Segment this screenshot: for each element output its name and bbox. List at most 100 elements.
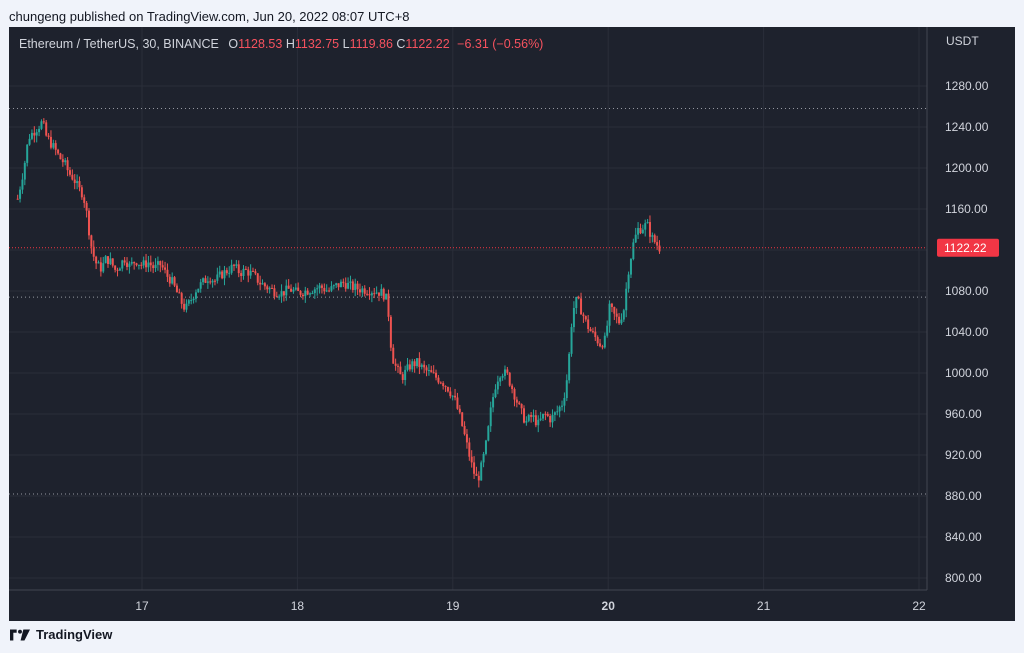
candle-body bbox=[465, 434, 468, 443]
candle-body bbox=[380, 288, 383, 296]
tradingview-logo-icon bbox=[10, 628, 30, 641]
candle-body bbox=[653, 235, 656, 243]
candle-body bbox=[463, 425, 466, 435]
candle-body bbox=[154, 264, 157, 269]
candle-body bbox=[152, 265, 155, 269]
candlestick-chart: 1280.001240.001200.001160.001120.001080.… bbox=[9, 27, 999, 613]
candle-body bbox=[209, 281, 212, 283]
candle-body bbox=[530, 415, 533, 417]
close-label: C bbox=[396, 37, 406, 51]
candle-body bbox=[242, 268, 245, 277]
candle-body bbox=[247, 269, 250, 276]
candle-body bbox=[508, 372, 511, 386]
candle-body bbox=[190, 300, 193, 302]
candle-body bbox=[451, 395, 454, 397]
candle-body bbox=[596, 337, 599, 344]
candle-body bbox=[375, 292, 378, 294]
candle-body bbox=[401, 374, 404, 381]
candle-body bbox=[444, 386, 447, 388]
candle-body bbox=[356, 283, 359, 290]
candle-body bbox=[213, 280, 216, 282]
candle-body bbox=[52, 143, 55, 148]
candle-body bbox=[192, 298, 195, 301]
candle-body bbox=[33, 132, 36, 136]
candle-body bbox=[618, 316, 621, 324]
candle-body bbox=[140, 264, 143, 266]
candle-body bbox=[527, 415, 530, 421]
open-label: O bbox=[228, 37, 239, 51]
candle-body bbox=[470, 456, 473, 463]
candle-body bbox=[411, 361, 414, 370]
candle-body bbox=[515, 399, 518, 403]
y-tick-label: 1280.00 bbox=[945, 79, 989, 93]
low-label: L bbox=[342, 37, 350, 51]
y-tick-label: 1200.00 bbox=[945, 161, 989, 175]
candle-body bbox=[427, 370, 430, 372]
candle-body bbox=[249, 270, 252, 276]
candle-body bbox=[408, 364, 411, 370]
candle-body bbox=[275, 296, 278, 298]
candle-body bbox=[423, 364, 426, 368]
candle-body bbox=[268, 287, 271, 290]
candle-body bbox=[116, 269, 119, 271]
high-value: 1132.75 bbox=[294, 37, 340, 51]
candle-body bbox=[206, 281, 209, 283]
candle-body bbox=[320, 285, 323, 288]
symbol-name[interactable]: Ethereum / TetherUS, 30, BINANCE bbox=[19, 37, 219, 51]
candle-body bbox=[489, 407, 492, 427]
candle-body bbox=[304, 290, 307, 297]
x-tick-label: 22 bbox=[912, 599, 926, 613]
candle-body bbox=[399, 366, 402, 375]
candle-body bbox=[301, 294, 304, 297]
candle-body bbox=[173, 277, 176, 286]
candle-body bbox=[211, 280, 214, 283]
candle-body bbox=[556, 411, 559, 413]
candle-body bbox=[520, 403, 523, 409]
candle-body bbox=[439, 382, 442, 384]
candle-body bbox=[634, 234, 637, 243]
footer-brand: TradingView bbox=[10, 627, 112, 642]
candle-body bbox=[599, 343, 602, 347]
close-value: 1122.22 bbox=[405, 37, 450, 51]
candle-body bbox=[368, 294, 371, 296]
candle-body bbox=[180, 293, 183, 304]
candle-body bbox=[137, 264, 140, 266]
candle-body bbox=[19, 189, 22, 199]
candle-body bbox=[587, 319, 590, 329]
candle-body bbox=[232, 264, 235, 266]
candle-body bbox=[66, 160, 69, 171]
candle-body bbox=[318, 285, 321, 289]
candle-body bbox=[656, 242, 659, 246]
candle-body bbox=[64, 160, 67, 163]
candle-body bbox=[273, 288, 276, 297]
candle-body bbox=[38, 128, 41, 133]
candle-body bbox=[413, 361, 416, 367]
candle-body bbox=[477, 475, 480, 481]
candle-body bbox=[651, 235, 654, 237]
candle-body bbox=[608, 303, 611, 326]
x-tick-label: 19 bbox=[446, 599, 460, 613]
x-tick-label: 18 bbox=[291, 599, 305, 613]
candle-body bbox=[252, 270, 255, 272]
candle-body bbox=[377, 292, 380, 296]
candle-body bbox=[185, 303, 188, 310]
candle-body bbox=[482, 453, 485, 463]
candle-body bbox=[107, 256, 110, 265]
candle-body bbox=[83, 197, 86, 203]
candle-body bbox=[280, 291, 283, 297]
y-tick-label: 1160.00 bbox=[945, 202, 988, 216]
candle-body bbox=[278, 296, 281, 298]
candle-body bbox=[551, 414, 554, 423]
candle-body bbox=[449, 391, 452, 397]
candle-body bbox=[80, 187, 83, 198]
candle-body bbox=[40, 121, 43, 129]
last-price-label: 1122.22 bbox=[944, 241, 987, 255]
candle-body bbox=[503, 369, 506, 376]
candle-body bbox=[627, 274, 630, 289]
candle-body bbox=[45, 122, 48, 136]
candle-body bbox=[263, 283, 266, 287]
candle-body bbox=[539, 418, 542, 420]
y-tick-label: 920.00 bbox=[945, 448, 982, 462]
candle-body bbox=[606, 325, 609, 336]
candle-body bbox=[228, 272, 231, 274]
